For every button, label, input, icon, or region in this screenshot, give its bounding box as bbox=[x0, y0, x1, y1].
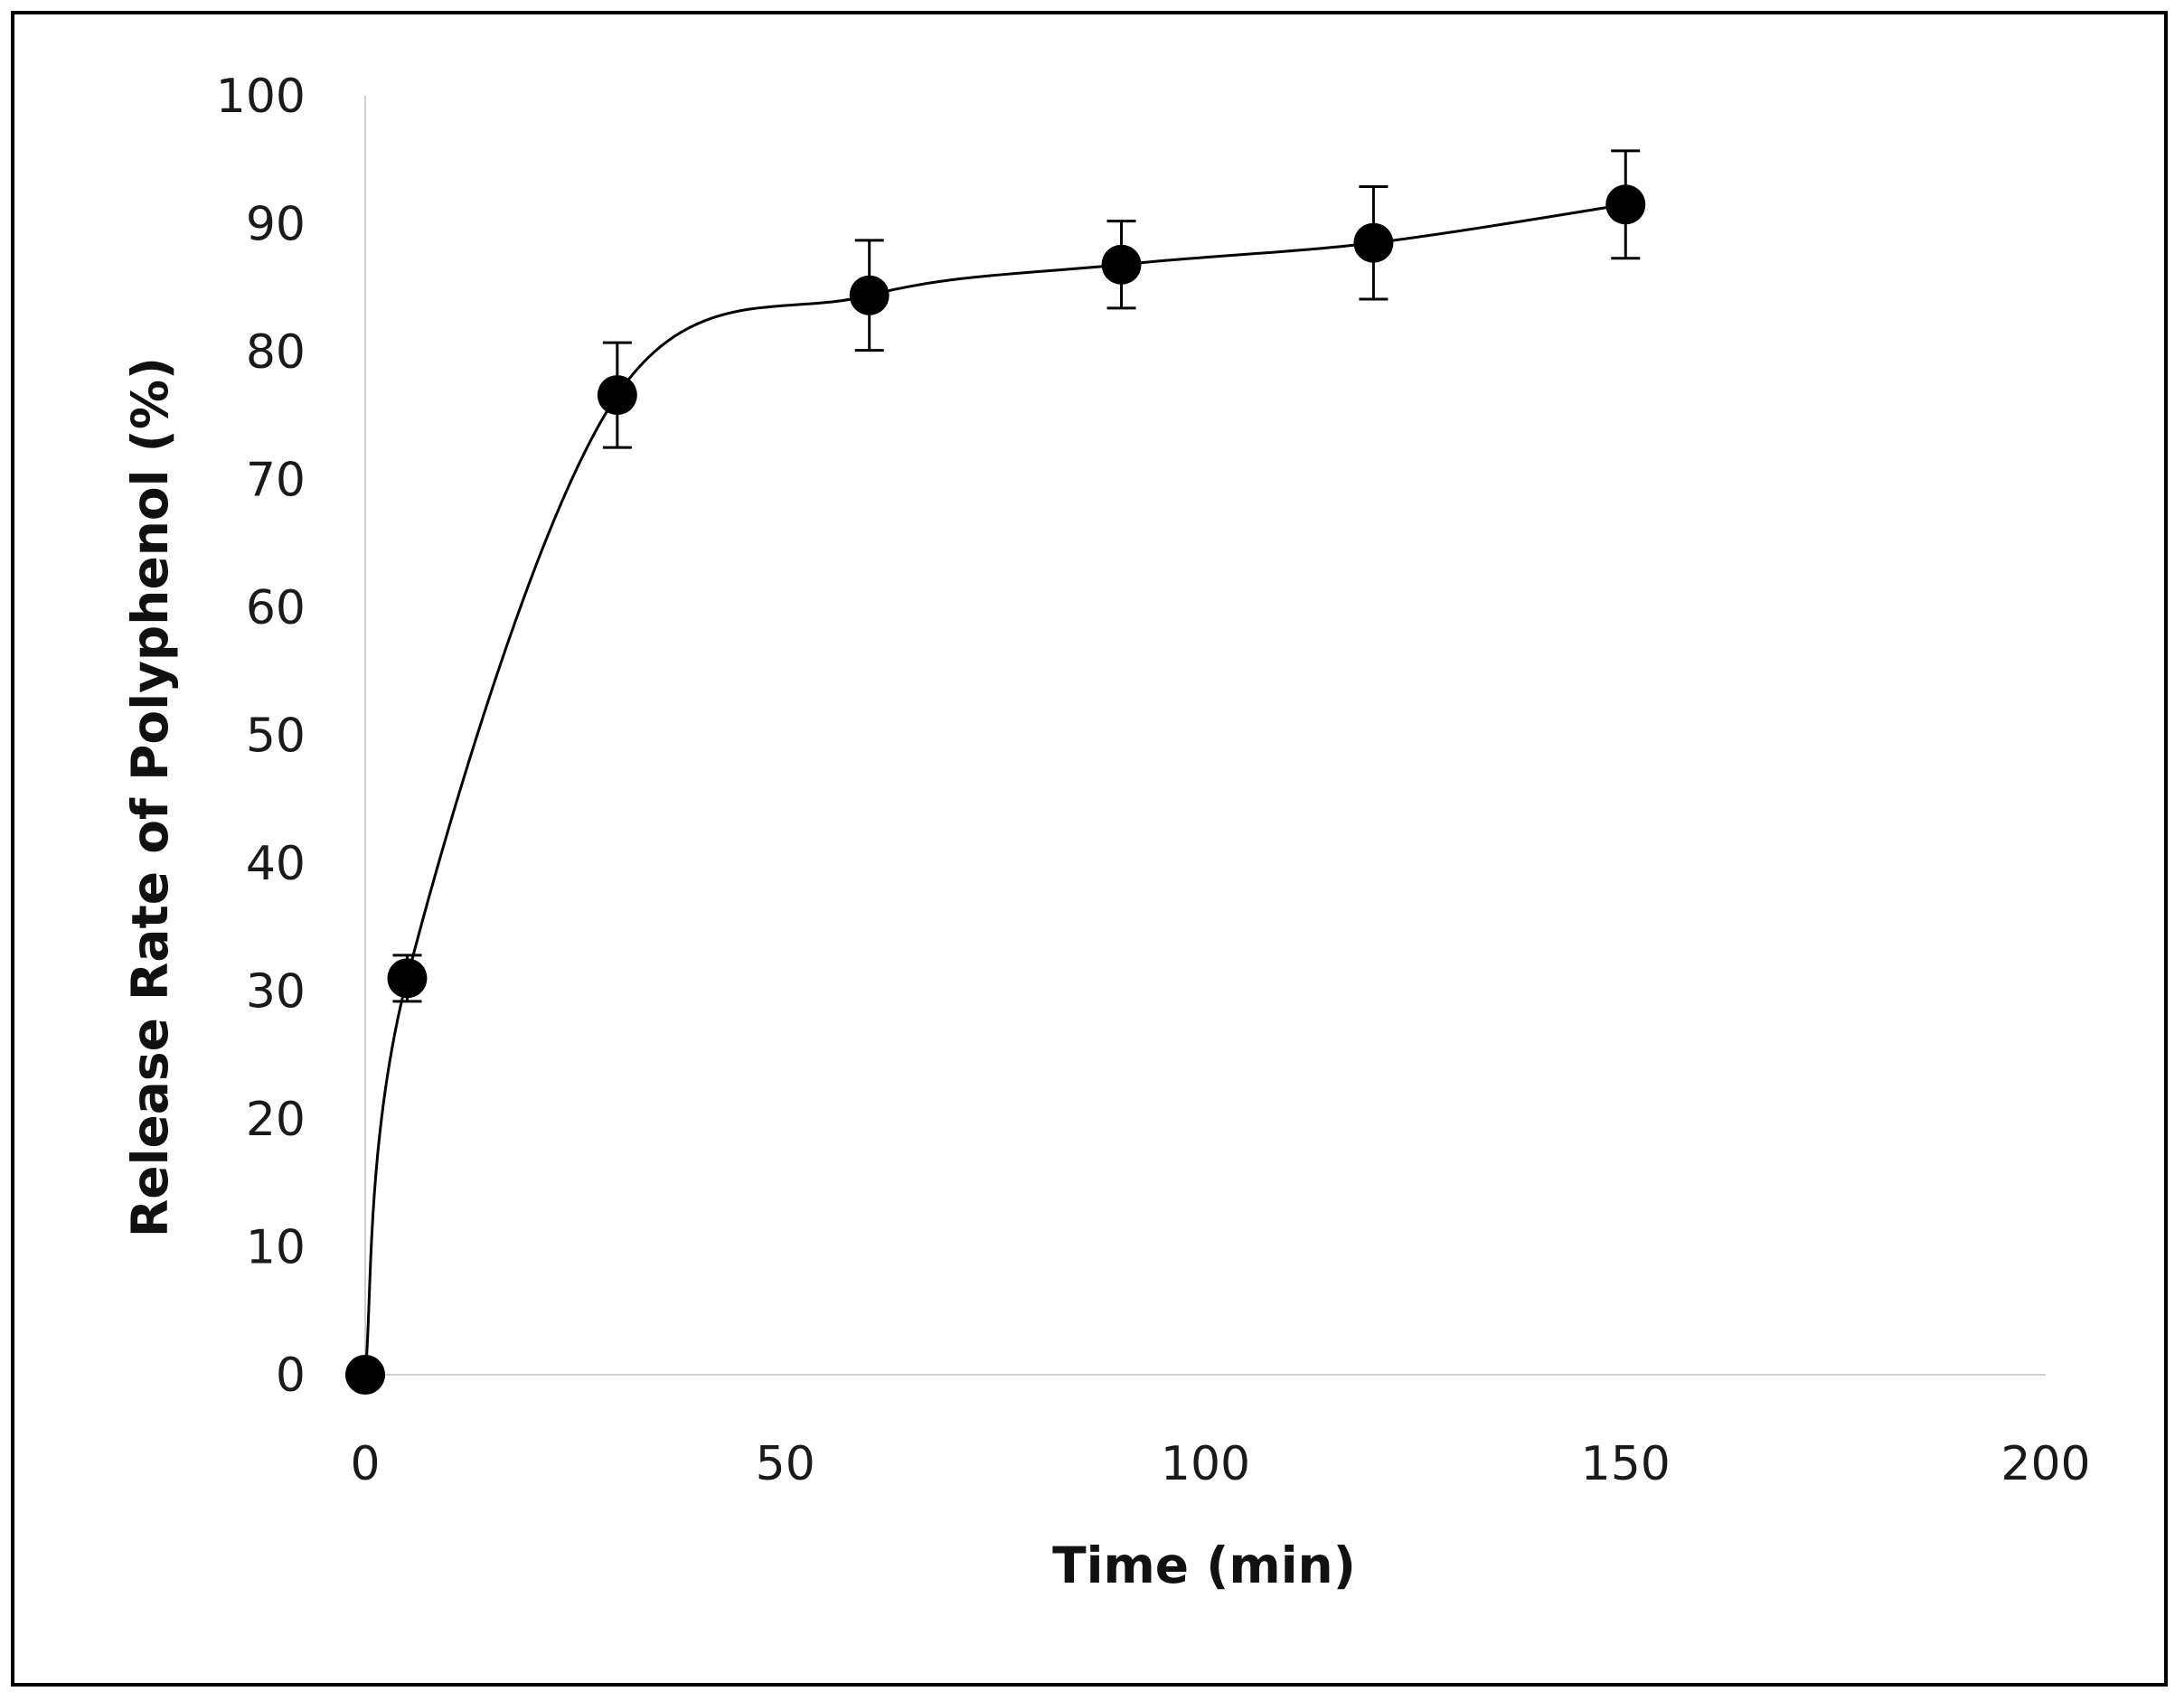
y-tick-label: 90 bbox=[246, 198, 306, 252]
fit-curve bbox=[363, 202, 1626, 1376]
x-tick-label: 100 bbox=[1161, 1437, 1250, 1491]
y-tick-label: 60 bbox=[246, 581, 306, 635]
x-tick-label: 200 bbox=[2000, 1437, 2090, 1491]
x-tick-label: 50 bbox=[756, 1437, 815, 1491]
y-tick-label: 0 bbox=[276, 1349, 306, 1403]
y-tick-label: 30 bbox=[246, 965, 306, 1020]
data-points bbox=[345, 184, 1646, 1395]
y-tick-label: 70 bbox=[246, 454, 306, 508]
data-point bbox=[849, 275, 890, 315]
y-tick-label: 100 bbox=[216, 70, 306, 124]
data-point bbox=[597, 375, 637, 416]
data-point bbox=[1605, 184, 1646, 225]
data-point bbox=[1353, 222, 1394, 263]
x-axis-title: Time (min) bbox=[1052, 1537, 1356, 1594]
y-tick-label: 40 bbox=[246, 837, 306, 891]
y-axis-title: Release Rate of Polyphenol (%) bbox=[121, 357, 179, 1237]
axes bbox=[364, 96, 2046, 1376]
y-tick-label: 10 bbox=[246, 1221, 306, 1275]
tick-labels: 0 10 20 30 40 50 60 70 80 90 100 0 50 100 150 200 bbox=[216, 70, 2091, 1491]
data-point bbox=[387, 958, 428, 999]
error-bars bbox=[392, 149, 1641, 1003]
series-line bbox=[363, 202, 1626, 1376]
y-tick-label: 20 bbox=[246, 1093, 306, 1147]
x-tick-label: 150 bbox=[1581, 1437, 1671, 1491]
x-tick-label: 0 bbox=[350, 1437, 380, 1491]
data-point bbox=[1101, 244, 1142, 285]
figure-frame bbox=[11, 11, 2168, 1687]
y-tick-label: 50 bbox=[246, 710, 306, 764]
y-tick-label: 80 bbox=[246, 325, 306, 380]
data-point bbox=[345, 1355, 385, 1395]
